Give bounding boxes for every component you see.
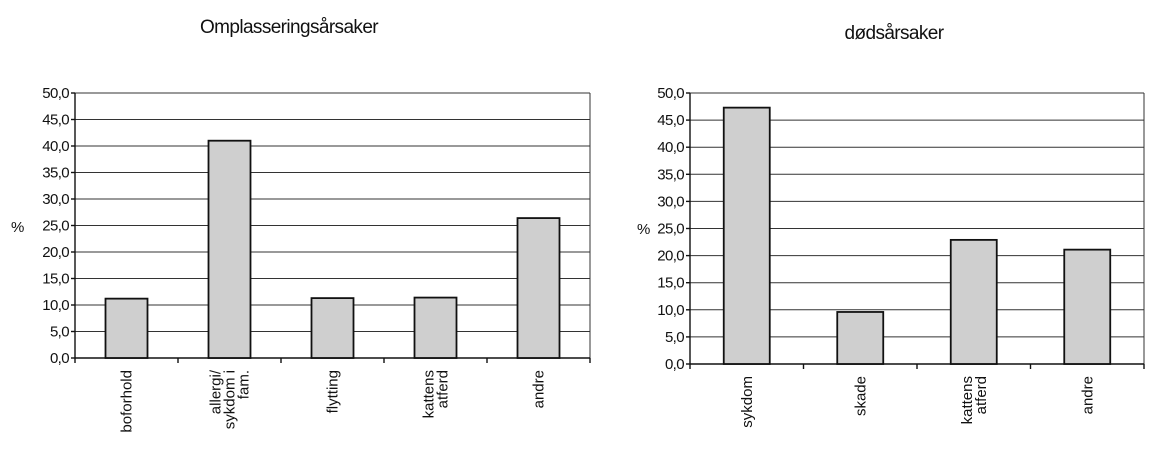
omplassering-y-tick-label: 5,0 <box>50 324 69 341</box>
omplassering-y-tick-label: 35,0 <box>42 165 69 182</box>
dodsarsaker-y-tick-label: 10,0 <box>657 302 684 319</box>
dodsarsaker-bar <box>1063 248 1112 365</box>
omplassering-category-label: andre <box>531 370 548 408</box>
omplassering-y-tick-label: 40,0 <box>42 138 69 155</box>
omplassering-y-tick-label: 30,0 <box>42 191 69 208</box>
dodsarsaker-y-tick-label: 20,0 <box>657 248 684 265</box>
omplassering-category-label: sykdom i <box>222 370 239 429</box>
omplassering-category-label: allergi/ <box>208 369 225 414</box>
dodsarsaker-y-tick-label: 40,0 <box>657 139 684 156</box>
omplassering-bar <box>413 296 458 359</box>
omplassering-bar <box>207 139 252 359</box>
chart-title-dodsarsaker: dødsårsaker <box>845 23 945 44</box>
omplassering-y-tick-label: 45,0 <box>42 112 69 129</box>
dodsarsaker-y-tick-label: 35,0 <box>657 166 684 183</box>
omplassering-y-tick-label: 10,0 <box>42 297 69 314</box>
chart-omplassering: 0,0 5,0 10,0 15,0 20,0 25,0 30,0 35,0 40,0 45,0 50… <box>11 85 591 433</box>
omplassering-bar <box>516 217 561 359</box>
omplassering-y-axis-label: % <box>11 219 24 236</box>
dodsarsaker-y-tick-label: 50,0 <box>657 85 684 102</box>
dodsarsaker-bar <box>722 106 771 365</box>
dodsarsaker-category-label: atferd <box>973 376 990 414</box>
dodsarsaker-y-tick-label: 25,0 <box>657 221 684 238</box>
omplassering-y-tick-label: 15,0 <box>42 271 69 288</box>
omplassering-bar <box>310 297 355 359</box>
dodsarsaker-y-tick-label: 30,0 <box>657 193 684 210</box>
omplassering-y-tick-label: 25,0 <box>42 218 69 235</box>
dodsarsaker-y-tick-label: 45,0 <box>657 112 684 129</box>
omplassering-category-label: atferd <box>435 370 452 408</box>
omplassering-category-label: boforhold <box>119 370 136 433</box>
chart-dodsarsaker: 0,0 5,0 10,0 15,0 20,0 25,0 30,0 35,0 40,0 45,0 50… <box>637 85 1145 428</box>
dodsarsaker-category-label: kattens <box>959 376 976 424</box>
dodsarsaker-category-label: andre <box>1079 376 1096 414</box>
omplassering-category-label: kattens <box>421 370 438 418</box>
omplassering-category-label: flytting <box>325 370 342 413</box>
dodsarsaker-y-tick-label: 0,0 <box>665 356 684 373</box>
dodsarsaker-bar <box>836 311 885 365</box>
omplassering-bar <box>104 297 149 359</box>
dodsarsaker-y-tick-label: 15,0 <box>657 275 684 292</box>
omplassering-y-tick-label: 0,0 <box>50 350 69 367</box>
dodsarsaker-bar <box>949 238 998 365</box>
dodsarsaker-y-tick-label: 5,0 <box>665 329 684 346</box>
omplassering-category-label: fam. <box>236 370 253 399</box>
dodsarsaker-y-axis-label: % <box>637 221 650 238</box>
chart-title-omplassering: Omplasseringsårsaker <box>200 17 379 38</box>
dodsarsaker-category-label: sykdom <box>739 376 756 428</box>
omplassering-y-tick-label: 20,0 <box>42 244 69 261</box>
omplassering-y-tick-label: 50,0 <box>42 85 69 102</box>
dodsarsaker-category-label: skade <box>852 376 869 416</box>
